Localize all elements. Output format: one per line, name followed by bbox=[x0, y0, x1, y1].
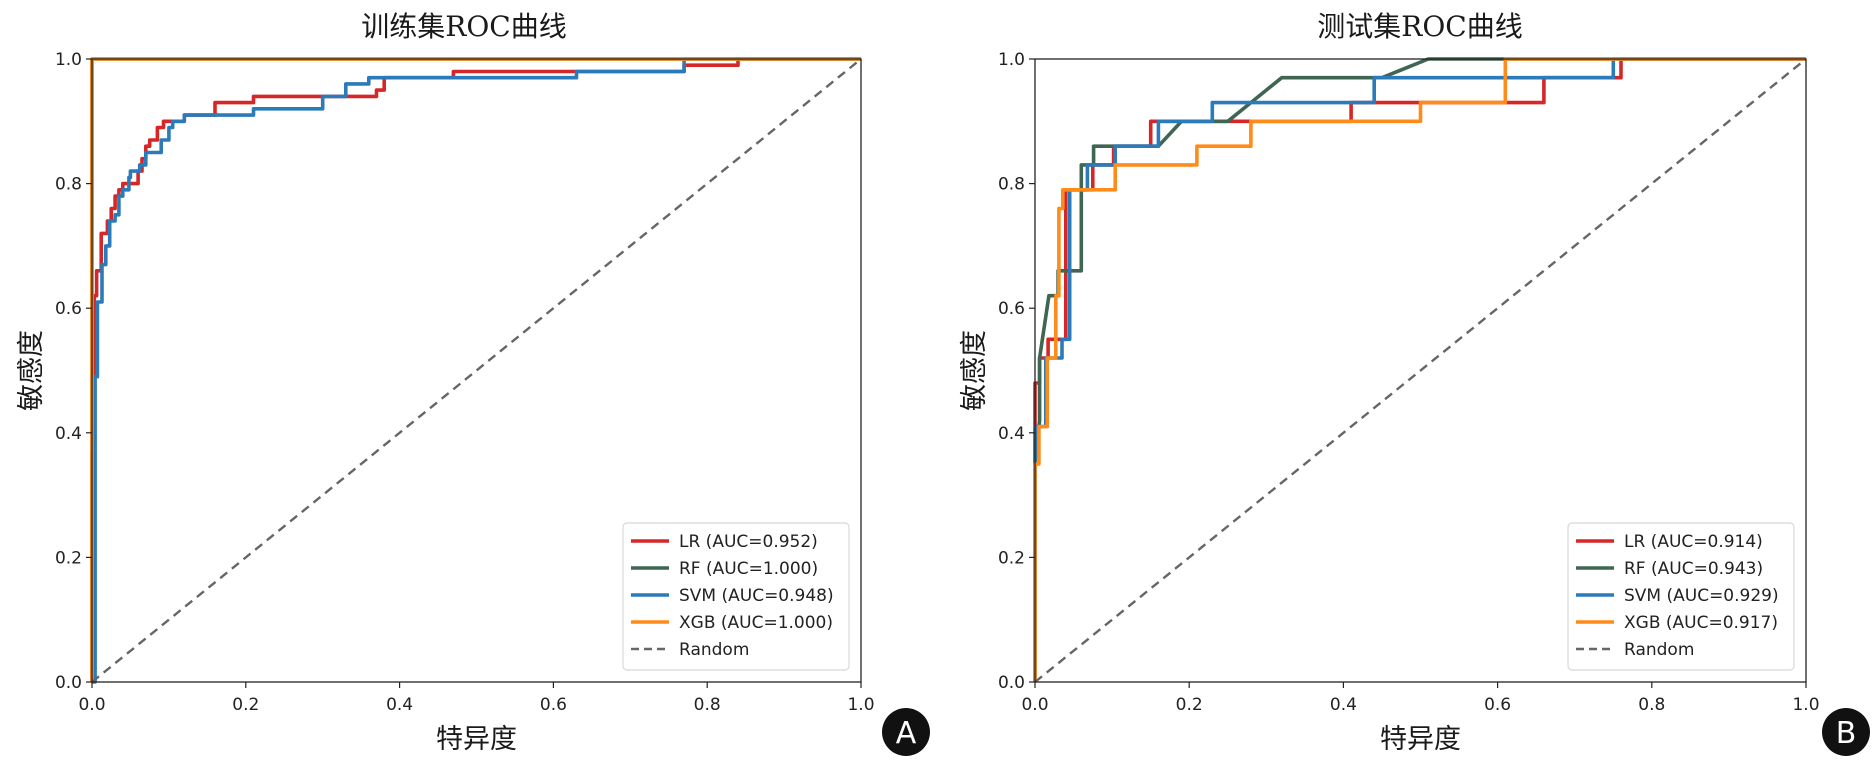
y-axis-label: 敏感度 bbox=[959, 330, 990, 411]
legend-entry-random: Random bbox=[679, 640, 749, 660]
x-tick-label: 0.0 bbox=[78, 695, 105, 715]
series-group bbox=[1033, 57, 1807, 683]
roc-panel-a: 训练集ROC曲线 0.0 0.2 0.4 0.6 0.8 1.0 0.0 0.2 0.4 0.6 0.… bbox=[16, 10, 930, 756]
x-axis-label: 特异度 bbox=[1380, 724, 1461, 755]
x-tick-label: 0.6 bbox=[1484, 695, 1511, 715]
legend-entry-rf: RF (AUC=1.000) bbox=[679, 559, 818, 579]
legend-entry-lr: LR (AUC=0.914) bbox=[1624, 532, 1763, 552]
y-tick-label: 0.4 bbox=[55, 424, 82, 444]
panel-badge bbox=[882, 708, 930, 756]
legend-entry-xgb: XGB (AUC=1.000) bbox=[679, 613, 833, 633]
legend-entry-xgb: XGB (AUC=0.917) bbox=[1624, 613, 1778, 633]
legend-entry-random: Random bbox=[1624, 640, 1694, 660]
y-tick-label: 1.0 bbox=[998, 50, 1025, 70]
chart-title: 测试集ROC曲线 bbox=[1317, 10, 1522, 43]
y-tick-label: 0.0 bbox=[55, 673, 82, 693]
roc-curve-svm bbox=[92, 57, 861, 684]
legend-entry-svm: SVM (AUC=0.929) bbox=[1624, 586, 1779, 606]
x-tick-label: 0.2 bbox=[1176, 695, 1203, 715]
legend-box bbox=[622, 522, 850, 671]
y-tick-label: 0.2 bbox=[998, 548, 1025, 568]
y-tick-label: 0.2 bbox=[55, 548, 82, 568]
chart-title: 训练集ROC曲线 bbox=[361, 10, 566, 43]
y-tick-label: 0.0 bbox=[998, 673, 1025, 693]
panel-badge bbox=[1822, 708, 1870, 756]
legend-entry-svm: SVM (AUC=0.948) bbox=[679, 586, 834, 606]
y-tick-label: 1.0 bbox=[55, 50, 82, 70]
y-tick-label: 0.8 bbox=[55, 175, 82, 195]
legend-entry-rf: RF (AUC=0.943) bbox=[1624, 559, 1763, 579]
axes-frame bbox=[91, 58, 862, 683]
legend-entry-lr: LR (AUC=0.952) bbox=[679, 532, 818, 552]
y-tick-label: 0.8 bbox=[998, 175, 1025, 195]
panel-badge-label: B bbox=[1836, 716, 1857, 751]
x-tick-label: 0.8 bbox=[1638, 695, 1665, 715]
x-tick-label: 0.4 bbox=[386, 695, 413, 715]
x-tick-label: 0.4 bbox=[1330, 695, 1357, 715]
x-tick-label: 0.0 bbox=[1021, 695, 1048, 715]
x-tick-label: 1.0 bbox=[847, 695, 874, 715]
x-tick-label: 0.2 bbox=[232, 695, 259, 715]
legend: LR (AUC=0.914) RF (AUC=0.943) SVM (AUC=0.9… bbox=[1567, 522, 1795, 671]
axes-frame bbox=[1034, 58, 1807, 683]
roc-curve-xgb bbox=[1033, 57, 1806, 682]
roc-curve-lr bbox=[90, 57, 861, 682]
x-tick-label: 1.0 bbox=[1792, 695, 1819, 715]
y-axis-label: 敏感度 bbox=[16, 330, 47, 411]
roc-panel-b: 测试集ROC曲线 0.0 0.2 0.4 0.6 0.8 1.0 0.0 0.2 0.4 0.6 0.… bbox=[959, 10, 1870, 756]
legend: LR (AUC=0.952) RF (AUC=1.000) SVM (AUC=0.9… bbox=[622, 522, 850, 671]
legend-box bbox=[1567, 522, 1795, 671]
y-tick-label: 0.4 bbox=[998, 424, 1025, 444]
panel-badge-label: A bbox=[896, 716, 917, 751]
x-tick-label: 0.6 bbox=[540, 695, 567, 715]
x-tick-label: 0.8 bbox=[694, 695, 721, 715]
y-tick-label: 0.6 bbox=[55, 299, 82, 319]
roc-curve-random bbox=[1034, 58, 1807, 683]
x-axis-label: 特异度 bbox=[436, 724, 517, 755]
y-tick-label: 0.6 bbox=[998, 299, 1025, 319]
